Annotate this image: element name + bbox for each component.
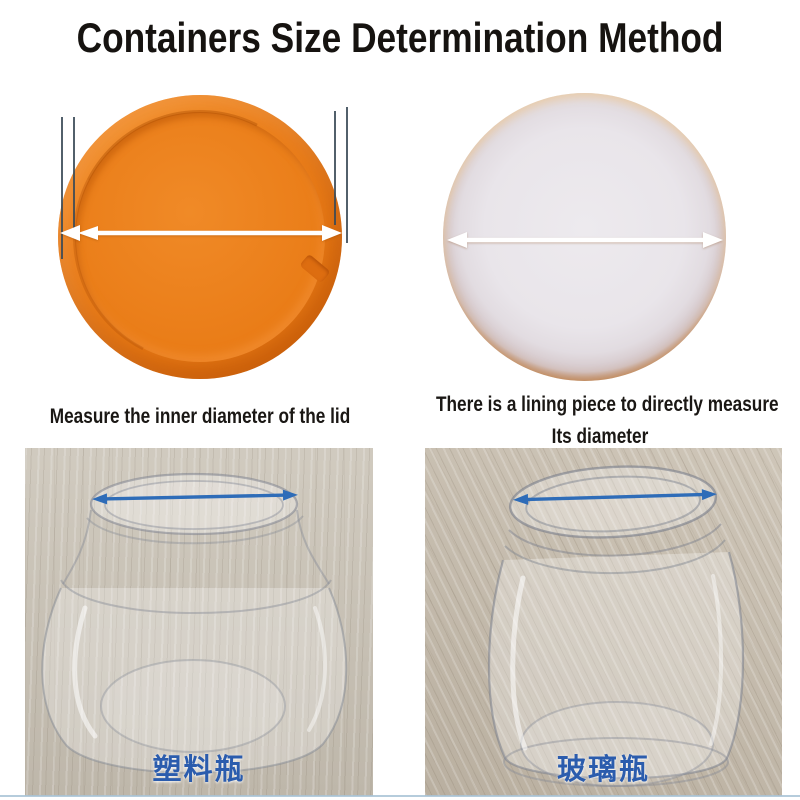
guide-line-right-outer <box>346 107 348 243</box>
page-title: Containers Size Determination Method <box>76 14 724 61</box>
glass-jar-diameter-arrow-icon <box>513 489 717 505</box>
lining-diameter-arrow-icon <box>447 232 723 248</box>
inner-diameter-arrow-icon <box>60 225 342 241</box>
guide-line-left-inner <box>73 117 75 235</box>
plastic-jar-photo: 塑料瓶 <box>25 448 373 796</box>
glass-jar-label: 玻璃瓶 <box>556 754 650 786</box>
lid-inner-circle <box>75 112 325 362</box>
plastic-jar-drawing <box>41 472 348 774</box>
lid-topview-photo <box>39 76 361 398</box>
lid-lining-photo <box>443 93 726 381</box>
glass-jar-drawing <box>487 465 745 787</box>
guide-line-right-inner <box>334 111 336 225</box>
caption-lid-left: Measure the inner diameter of the lid <box>49 405 351 428</box>
plastic-jar-label: 塑料瓶 <box>152 754 246 786</box>
glass-jar-photo: 玻璃瓶 <box>425 448 782 796</box>
bottom-divider <box>0 795 800 797</box>
guide-line-left-outer <box>61 117 63 259</box>
caption-lid-right: There is a lining piece to directly meas… <box>436 393 779 448</box>
plastic-jar-diameter-arrow-icon <box>92 489 298 505</box>
